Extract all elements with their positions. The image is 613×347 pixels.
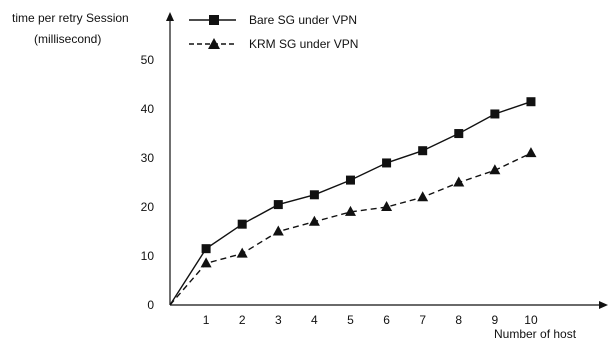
y-axis-title-line-2: (millisecond) bbox=[34, 32, 101, 46]
data-point-triangle bbox=[308, 215, 320, 226]
legend-item-krm-sg: KRM SG under VPN bbox=[189, 37, 358, 51]
data-point-triangle bbox=[344, 205, 356, 216]
y-axis-title-line-1: time per retry Session bbox=[12, 11, 129, 25]
y-axis-arrow bbox=[166, 12, 174, 21]
series-line bbox=[169, 152, 532, 306]
x-tick-label: 8 bbox=[455, 313, 462, 327]
y-tick-label: 10 bbox=[141, 249, 155, 263]
data-point-triangle bbox=[200, 257, 212, 268]
data-point-triangle bbox=[236, 247, 248, 258]
legend-label-bare-sg: Bare SG under VPN bbox=[249, 13, 357, 27]
x-tick-label: 10 bbox=[524, 313, 538, 327]
y-tick-label: 30 bbox=[141, 151, 155, 165]
data-point-square bbox=[418, 146, 428, 156]
data-point-triangle bbox=[381, 201, 393, 212]
x-tick-label: 5 bbox=[347, 313, 354, 327]
x-axis-title: Number of host bbox=[494, 327, 577, 341]
legend: Bare SG under VPN KRM SG under VPN bbox=[189, 13, 358, 51]
x-tick-label: 4 bbox=[311, 313, 318, 327]
data-point-square bbox=[273, 200, 283, 210]
legend-marker-square bbox=[209, 15, 219, 25]
y-tick-labels: 0 10 20 30 40 50 bbox=[141, 53, 155, 312]
x-tick-labels: 1 2 3 4 5 6 7 8 9 10 bbox=[203, 313, 538, 327]
legend-label-krm-sg: KRM SG under VPN bbox=[249, 37, 358, 51]
data-point-triangle bbox=[272, 225, 284, 236]
data-point-triangle bbox=[489, 164, 501, 175]
y-tick-label: 20 bbox=[141, 200, 155, 214]
series-line bbox=[169, 101, 532, 306]
data-point-square bbox=[237, 219, 247, 229]
data-point-square bbox=[382, 158, 392, 168]
data-point-square bbox=[526, 97, 536, 107]
x-tick-label: 2 bbox=[239, 313, 246, 327]
x-axis-arrow bbox=[599, 301, 608, 309]
data-point-triangle bbox=[453, 176, 465, 187]
series-krm-sg bbox=[169, 147, 537, 306]
x-tick-label: 6 bbox=[383, 313, 390, 327]
data-point-square bbox=[490, 109, 500, 119]
x-tick-label: 9 bbox=[492, 313, 499, 327]
data-point-square bbox=[454, 129, 464, 139]
data-point-square bbox=[201, 244, 211, 254]
data-point-triangle bbox=[525, 147, 537, 158]
series-bare-sg bbox=[169, 97, 536, 306]
y-tick-label: 0 bbox=[147, 298, 154, 312]
x-tick-label: 3 bbox=[275, 313, 282, 327]
data-point-square bbox=[345, 175, 355, 185]
x-tick-label: 7 bbox=[419, 313, 426, 327]
y-tick-label: 40 bbox=[141, 102, 155, 116]
data-point-square bbox=[309, 190, 319, 200]
y-tick-label: 50 bbox=[141, 53, 155, 67]
legend-marker-triangle bbox=[208, 38, 220, 49]
x-tick-label: 1 bbox=[203, 313, 210, 327]
data-point-triangle bbox=[417, 191, 429, 202]
chart-series bbox=[169, 97, 537, 306]
legend-item-bare-sg: Bare SG under VPN bbox=[189, 13, 357, 27]
chart-axes bbox=[166, 12, 608, 309]
